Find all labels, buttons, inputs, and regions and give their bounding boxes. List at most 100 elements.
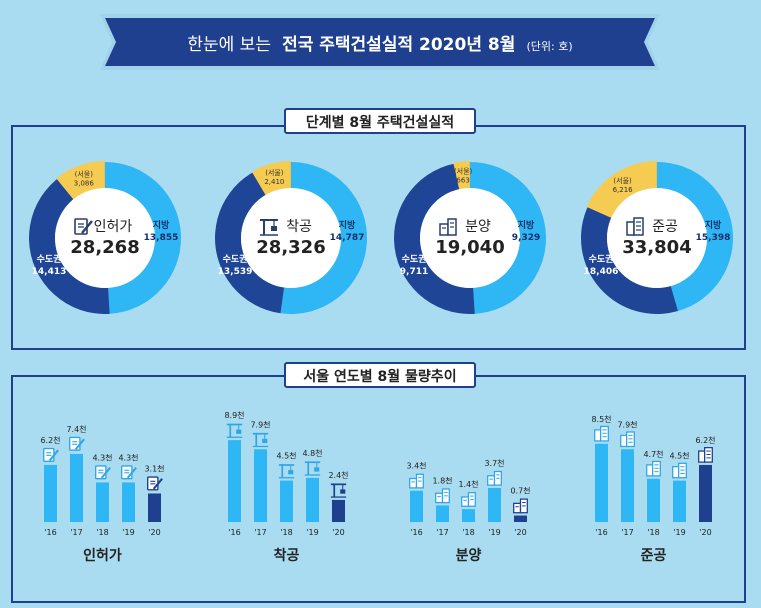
slice-local [280, 162, 368, 314]
bar-label: 4.3천 [92, 452, 112, 462]
x-tick-label: '19 [673, 528, 685, 537]
bar-label: 4.7천 [643, 449, 663, 459]
bar [332, 499, 345, 522]
slice-capital [29, 162, 110, 314]
x-tick-label: '20 [332, 528, 344, 537]
permit-icon [69, 436, 85, 451]
bar-label: 3.1천 [144, 463, 164, 473]
slice-value-capital: 13,539 [218, 267, 253, 277]
bar-label: 4.5천 [669, 451, 689, 461]
donut-chart: 착공 28,326 지방 14,787 수도권 13,539 (서울)2,410 [215, 161, 368, 314]
donut-hole [241, 188, 341, 288]
x-tick-label: '16 [228, 528, 240, 537]
slice-label-local: 지방 [518, 219, 535, 231]
x-tick-label: '20 [514, 528, 526, 537]
crane-icon [260, 219, 278, 236]
building-icon [672, 462, 687, 479]
slice-label-capital: 수도권 [402, 253, 427, 265]
building-icon [594, 425, 609, 442]
bar-label: 1.8천 [432, 475, 452, 485]
permit-icon [121, 465, 137, 480]
donut-center-label: 인허가 [94, 219, 133, 235]
slice-value-capital: 14,413 [32, 267, 67, 277]
x-tick-label: '16 [410, 528, 422, 537]
bar-label: 7.9천 [250, 419, 270, 429]
donut-center-label: 분양 [465, 219, 491, 235]
slice-value-local: 14,787 [330, 233, 365, 243]
crane-icon [330, 483, 347, 498]
x-tick-label: '20 [148, 528, 160, 537]
donut-center-label: 준공 [652, 219, 678, 235]
sale-icon [461, 492, 476, 507]
bar-chart: 6.2천 '16 7.4천 '17 4.3천 '18 4.3천 '19 3.1천 '20 인허가 [40, 424, 164, 564]
building-icon [620, 431, 635, 448]
slice-label-capital: 수도권 [37, 253, 62, 265]
bar-label: 0.7천 [510, 486, 530, 496]
slice-label-seoul: (서울) [75, 170, 94, 179]
bar [647, 478, 660, 522]
bar-label: 8.5천 [591, 414, 611, 424]
building-icon [626, 217, 644, 236]
crane-icon [278, 464, 295, 479]
x-tick-label: '17 [436, 528, 448, 537]
slice-capital [394, 162, 475, 314]
bar-group-label: 인허가 [83, 547, 122, 564]
bar [488, 487, 501, 522]
sale-icon [487, 470, 502, 486]
slice-seoul [453, 161, 470, 191]
bar [306, 477, 319, 522]
x-tick-label: '18 [462, 528, 474, 537]
x-tick-label: '18 [280, 528, 292, 537]
header-prefix: 한눈에 보는 [187, 35, 271, 55]
slice-capital [215, 162, 291, 314]
x-tick-label: '17 [621, 528, 633, 537]
bar-chart: 3.4천 '16 1.8천 '17 1.4천 '18 3.7천 '19 0.7천 '20 분양 [406, 458, 530, 564]
bar [462, 509, 475, 522]
slice-value-seoul: 6,216 [613, 186, 634, 194]
slice-seoul [251, 161, 291, 196]
bar [514, 515, 527, 522]
x-tick-label: '17 [70, 528, 82, 537]
slice-value-seoul: 2,410 [264, 178, 284, 186]
x-tick-label: '18 [647, 528, 659, 537]
slice-local [105, 162, 182, 314]
bar-label: 8.9천 [224, 410, 244, 420]
slice-value-capital: 9,711 [400, 267, 428, 277]
crane-icon [304, 461, 321, 476]
slice-value-local: 15,398 [696, 233, 731, 243]
bar [436, 505, 449, 522]
header-main: 전국 주택건설실적 2020년 8월 [282, 35, 515, 55]
donut-chart: 분양 19,040 지방 9,329 수도권 9,711 (서울)663 [394, 161, 547, 314]
bar [122, 482, 135, 522]
x-tick-label: '18 [96, 528, 108, 537]
x-tick-label: '16 [595, 528, 607, 537]
seoul-section-title: 서울 연도별 8월 물량추이 [284, 362, 476, 388]
building-icon [698, 447, 713, 463]
bar [254, 449, 267, 522]
bar-label: 3.7천 [484, 458, 504, 468]
slice-local [470, 162, 547, 314]
bar-label: 2.4천 [328, 470, 348, 480]
bar-label: 3.4천 [406, 461, 426, 471]
bar [280, 480, 293, 522]
bar [595, 443, 608, 522]
bar [673, 480, 686, 522]
bar-chart: 8.5천 '16 7.9천 '17 4.7천 '18 4.5천 '19 6.2천 '20 준공 [591, 414, 715, 564]
slice-label-local: 지방 [153, 219, 170, 231]
sale-icon [409, 473, 424, 489]
slice-label-capital: 수도권 [223, 253, 248, 265]
donut-total: 28,326 [256, 237, 325, 258]
slice-label-local: 지방 [339, 219, 356, 231]
slice-local [657, 162, 734, 312]
bar-label: 6.2천 [40, 435, 60, 445]
slice-label-seoul: (서울) [613, 176, 632, 185]
donut-total: 28,268 [70, 237, 139, 258]
x-tick-label: '19 [488, 528, 500, 537]
donut-hole [607, 188, 707, 288]
slice-value-seoul: 663 [456, 176, 469, 184]
slice-value-capital: 18,406 [584, 267, 619, 277]
slice-value-local: 9,329 [512, 233, 540, 243]
permit-icon [74, 218, 93, 235]
bar-label: 7.4천 [66, 424, 86, 434]
